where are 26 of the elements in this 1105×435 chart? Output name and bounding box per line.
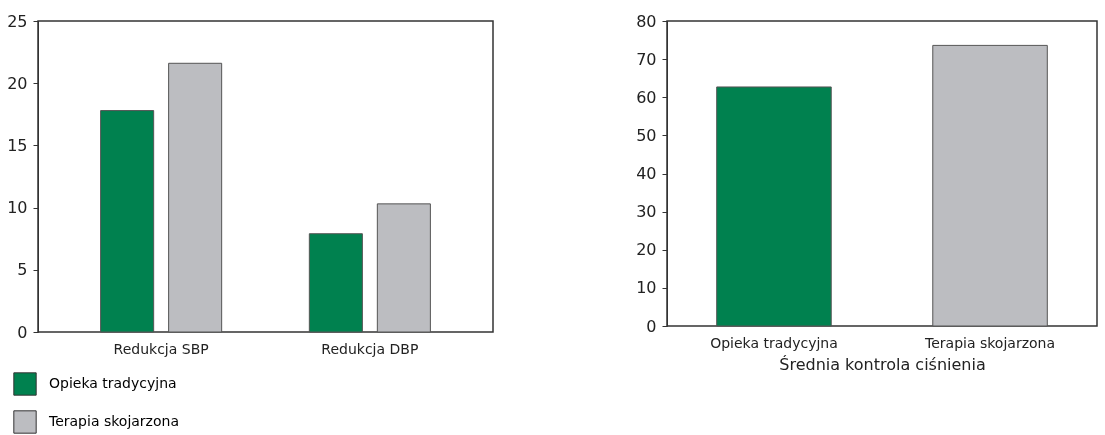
y-tick-label: 40	[636, 164, 657, 183]
y-tick-label: 25	[7, 11, 28, 31]
y-tick-label: 60	[636, 87, 657, 107]
y-tick-label: 15	[7, 135, 28, 155]
y-tick-label: 0	[17, 322, 28, 342]
y-tick-label: 0	[646, 316, 657, 336]
y-tick-label: 10	[636, 278, 657, 298]
y-tick-label: 10	[7, 198, 28, 218]
x-tick-label: Opieka tradycyjna	[710, 334, 838, 351]
bar	[100, 110, 155, 333]
bar	[168, 62, 223, 333]
y-tick-label: 70	[636, 49, 657, 69]
legend-label: Terapia skojarzona	[48, 413, 179, 429]
y-tick-label: 30	[636, 202, 657, 222]
x-tick-label: Redukcja DBP	[321, 340, 419, 357]
bar	[376, 203, 431, 333]
y-tick-label: 50	[636, 125, 657, 145]
y-tick-label: 5	[17, 260, 28, 280]
x-tick-label: Terapia skojarzona	[924, 334, 1056, 351]
y-tick-label: 20	[7, 73, 28, 93]
y-tick-label: 20	[636, 240, 657, 260]
bar	[308, 233, 363, 333]
legend-label: Opieka tradycyjna	[49, 375, 177, 391]
y-tick-label: 80	[636, 11, 657, 31]
x-axis-title: Średnia kontrola ciśnienia	[779, 354, 986, 374]
x-tick-label: Redukcja SBP	[113, 340, 209, 357]
